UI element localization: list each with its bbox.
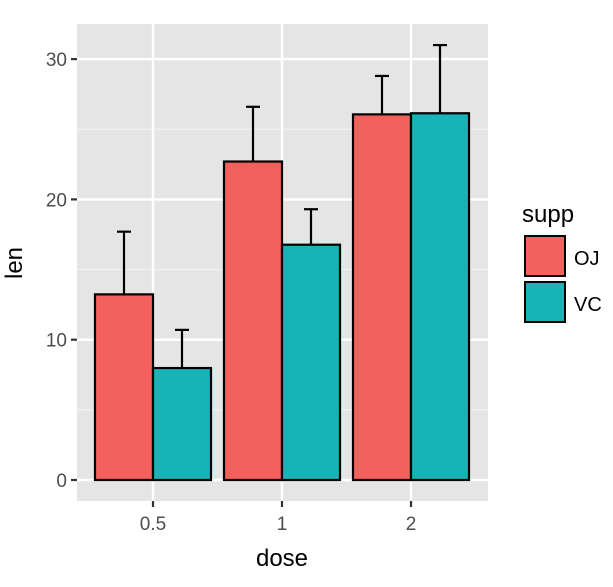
bar-oj [222, 160, 284, 482]
x-tick-label: 1 [277, 514, 288, 535]
y-axis: 0 10 20 30 [46, 50, 77, 492]
y-tick-label: 10 [46, 331, 67, 352]
legend-title: supp [522, 201, 574, 228]
y-tick-label: 20 [46, 190, 67, 211]
legend-label-oj: OJ [574, 248, 600, 270]
x-axis: 0.5 1 2 [140, 501, 417, 535]
bars [93, 112, 471, 482]
bar-oj [351, 113, 413, 482]
y-tick-label: 30 [46, 50, 67, 71]
bar-vc [280, 243, 342, 482]
x-tick-label: 0.5 [140, 514, 166, 535]
legend-key-oj [524, 235, 566, 277]
legend-label-vc: VC [574, 294, 602, 316]
legend: supp OJ VC [522, 201, 602, 323]
y-tick-label: 0 [56, 471, 67, 492]
bar-vc [409, 112, 471, 482]
x-axis-title: dose [256, 545, 308, 572]
x-tick-label: 2 [406, 514, 417, 535]
y-axis-title: len [1, 247, 28, 279]
bar-vc [151, 366, 213, 482]
error-bars [117, 43, 447, 369]
legend-key-vc [524, 281, 566, 323]
bar-oj [93, 293, 155, 482]
